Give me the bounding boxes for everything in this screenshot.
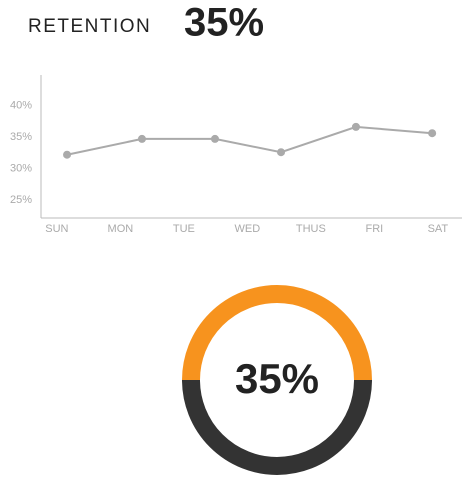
donut-segment [182, 379, 372, 475]
header-label: RETENTION [28, 16, 151, 37]
y-tick-label: 30% [10, 163, 32, 175]
x-tick-label: WED [235, 223, 261, 235]
x-tick-label: SUN [45, 223, 68, 235]
x-tick-label: FRI [366, 223, 384, 235]
y-tick-label: 40% [10, 99, 32, 111]
point [63, 150, 72, 159]
x-tick-label: THUS [296, 223, 326, 235]
x-tick-label: SAT [428, 223, 449, 235]
point [351, 122, 360, 131]
point [277, 148, 286, 157]
header-value: 35% [184, 1, 264, 45]
x-tick-label: TUE [173, 223, 195, 235]
y-tick-label: 35% [10, 131, 32, 143]
point [210, 134, 219, 143]
donut-segment [182, 285, 372, 381]
line [66, 125, 433, 156]
donut-center-label: 35% [235, 355, 319, 402]
y-tick-label: 25% [10, 194, 32, 206]
point [428, 129, 437, 138]
x-tick-label: MON [108, 223, 134, 235]
point [137, 134, 146, 143]
